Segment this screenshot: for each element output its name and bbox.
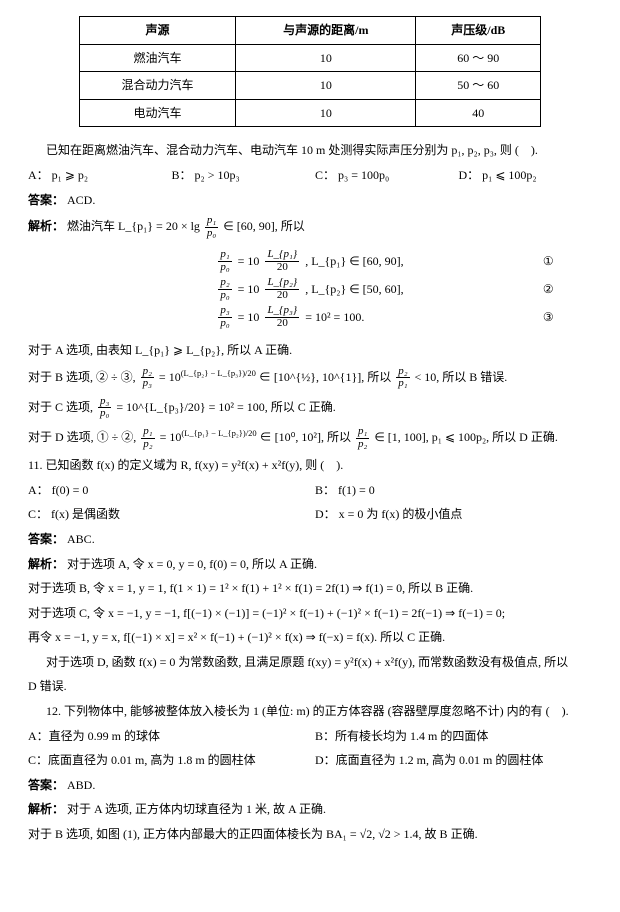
analysis-label: 解析：: [28, 802, 64, 816]
text: ∈ [60, 90], 所以: [223, 219, 304, 233]
text: = 10: [159, 370, 181, 384]
q12-option-a: A：直径为 0.99 m 的球体: [28, 727, 305, 746]
q11-options-row1: A： f(0) = 0 B： f(1) = 0: [28, 481, 592, 500]
table-row: 混合动力汽车 10 50 ～ 60: [79, 72, 540, 100]
q10-line-a: 对于 A 选项, 由表知 L_{p₁} ⩾ L_{p₂}, 所以 A 正确.: [28, 341, 592, 360]
exp: (L_{p₁} − L_{p₂})/20: [181, 428, 256, 438]
q11-option-b: B： f(1) = 0: [315, 481, 592, 500]
q11-line-b: 对于选项 B, 令 x = 1, y = 1, f(1 × 1) = 1² × …: [28, 579, 592, 598]
exp: (L_{p₂} − L_{p₃})/20: [181, 368, 256, 378]
q11-line-d1: 对于选项 D, 函数 f(x) = 0 为常数函数, 且满足原题 f(xy) =…: [28, 653, 592, 672]
cell: 电动汽车: [79, 99, 236, 127]
q11-option-a: A： f(0) = 0: [28, 481, 305, 500]
tag-1: ①: [543, 247, 554, 275]
q10-analysis-intro: 解析： 燃油汽车 L_{p₁} = 20 × lg p₁p₀ ∈ [60, 90…: [28, 215, 592, 239]
q12-stem: 12. 下列物体中, 能够被整体放入棱长为 1 (单位: m) 的正方体容器 (…: [28, 702, 592, 721]
q10-option-b: B： p₂ > 10p₃: [172, 166, 306, 185]
q11-line-d2: D 错误.: [28, 677, 592, 696]
answer-value: ABC.: [67, 532, 95, 546]
q10-line-c: 对于 C 选项, p₃p₀ = 10^{L_{p₃}/20} = 10² = 1…: [28, 396, 592, 420]
cell: 60 ～ 90: [416, 44, 541, 72]
text: ∈ [1, 100], p₁ ⩽ 100p₂, 所以 D 正确.: [374, 430, 558, 444]
q12-line-a: 解析： 对于 A 选项, 正方体内切球直径为 1 米, 故 A 正确.: [28, 800, 592, 819]
q12-options-row1: A：直径为 0.99 m 的球体 B：所有棱长均为 1.4 m 的四面体: [28, 727, 592, 746]
text: 对于 C 选项,: [28, 400, 93, 414]
fraction: p₁p₀: [205, 215, 218, 239]
text: 对于 D 选项, ① ÷ ②,: [28, 430, 136, 444]
text: ∈ [10⁰, 10²], 所以: [260, 430, 351, 444]
eq-tags: ① ② ③: [543, 247, 554, 331]
q10-line-d: 对于 D 选项, ① ÷ ②, p₁p₂ = 10(L_{p₁} − L_{p₂…: [28, 426, 592, 450]
q11-option-c: C： f(x) 是偶函数: [28, 505, 305, 524]
text: 对于 B 选项, ② ÷ ③,: [28, 370, 136, 384]
cell: 燃油汽车: [79, 44, 236, 72]
q10-option-a: A： p₁ ⩾ p₂: [28, 166, 162, 185]
q12-options-row2: C：底面直径为 0.01 m, 高为 1.8 m 的圆柱体 D：底面直径为 1.…: [28, 751, 592, 770]
cell: 50 ～ 60: [416, 72, 541, 100]
answer-value: ACD.: [67, 193, 95, 207]
answer-label: 答案：: [28, 532, 64, 546]
eq-1: p₁p₀ = 10 L_{p₁}20 , L_{p₁} ∈ [60, 90],: [216, 247, 403, 275]
q12-line-b: 对于 B 选项, 如图 (1), 正方体内部最大的正四面体棱长为 BA₁ = √…: [28, 825, 592, 844]
sound-table: 声源 与声源的距离/m 声压级/dB 燃油汽车 10 60 ～ 90 混合动力汽…: [79, 16, 541, 127]
q11-answer: 答案： ABC.: [28, 530, 592, 549]
text: = 10² = 100.: [305, 308, 364, 327]
q11-options-row2: C： f(x) 是偶函数 D： x = 0 为 f(x) 的极小值点: [28, 505, 592, 524]
q11-option-d: D： x = 0 为 f(x) 的极小值点: [315, 505, 592, 524]
text: ∈ [10^{½}, 10^{1}], 所以: [259, 370, 391, 384]
eq-3: p₃p₀ = 10 L_{p₃}20 = 10² = 100.: [216, 303, 403, 331]
text: = 10^{L_{p₃}/20} = 10² = 100, 所以 C 正确.: [116, 400, 335, 414]
text: = 10: [160, 430, 182, 444]
th-distance: 与声源的距离/m: [236, 17, 416, 45]
text: , L_{p₂} ∈ [50, 60],: [305, 280, 403, 299]
tag-2: ②: [543, 275, 554, 303]
q12-option-d: D：底面直径为 1.2 m, 高为 0.01 m 的圆柱体: [315, 751, 592, 770]
answer-value: ABD.: [67, 778, 95, 792]
table-row: 电动汽车 10 40: [79, 99, 540, 127]
q10-option-c: C： p₃ = 100p₀: [315, 166, 449, 185]
q10-equation-block: p₁p₀ = 10 L_{p₁}20 , L_{p₁} ∈ [60, 90], …: [28, 247, 592, 331]
text: < 10, 所以 B 错误.: [415, 370, 508, 384]
cell: 混合动力汽车: [79, 72, 236, 100]
th-level: 声压级/dB: [416, 17, 541, 45]
table-row: 燃油汽车 10 60 ～ 90: [79, 44, 540, 72]
q10-option-d: D： p₁ ⩽ 100p₂: [459, 166, 593, 185]
cell: 40: [416, 99, 541, 127]
q10-options: A： p₁ ⩾ p₂ B： p₂ > 10p₃ C： p₃ = 100p₀ D：…: [28, 166, 592, 185]
th-source: 声源: [79, 17, 236, 45]
q10-line-b: 对于 B 选项, ② ÷ ③, p₂p₃ = 10(L_{p₂} − L_{p₃…: [28, 366, 592, 390]
analysis-label: 解析：: [28, 557, 64, 571]
q12-answer: 答案： ABD.: [28, 776, 592, 795]
q10-answer: 答案： ACD.: [28, 191, 592, 210]
q12-option-b: B：所有棱长均为 1.4 m 的四面体: [315, 727, 592, 746]
cell: 10: [236, 44, 416, 72]
q11-line-c2: 再令 x = −1, y = x, f[(−1) × x] = x² × f(−…: [28, 628, 592, 647]
text: 对于选项 A, 令 x = 0, y = 0, f(0) = 0, 所以 A 正…: [67, 557, 317, 571]
text: , L_{p₁} ∈ [60, 90],: [305, 252, 403, 271]
cell: 10: [236, 99, 416, 127]
eq-2: p₂p₀ = 10 L_{p₂}20 , L_{p₂} ∈ [50, 60],: [216, 275, 403, 303]
tag-3: ③: [543, 303, 554, 331]
q11-line-c1: 对于选项 C, 令 x = −1, y = −1, f[(−1) × (−1)]…: [28, 604, 592, 623]
answer-label: 答案：: [28, 778, 64, 792]
q11-line-a: 解析： 对于选项 A, 令 x = 0, y = 0, f(0) = 0, 所以…: [28, 555, 592, 574]
q10-stem: 已知在距离燃油汽车、混合动力汽车、电动汽车 10 m 处测得实际声压分别为 p₁…: [28, 141, 592, 160]
analysis-label: 解析：: [28, 219, 64, 233]
text: 燃油汽车 L_{p₁} = 20 × lg: [67, 219, 200, 233]
text: 对于 A 选项, 正方体内切球直径为 1 米, 故 A 正确.: [67, 802, 326, 816]
q12-option-c: C：底面直径为 0.01 m, 高为 1.8 m 的圆柱体: [28, 751, 305, 770]
q11-stem: 11. 已知函数 f(x) 的定义域为 R, f(xy) = y²f(x) + …: [28, 456, 592, 475]
answer-label: 答案：: [28, 193, 64, 207]
cell: 10: [236, 72, 416, 100]
